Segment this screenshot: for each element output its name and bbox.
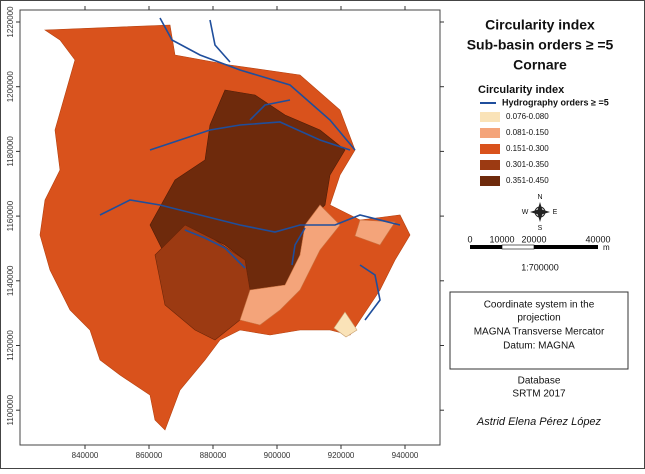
title-line: Circularity index: [485, 17, 595, 33]
axes: 840000 860000 880000 900000 920000 940000 1220…: [6, 6, 444, 460]
river: [249, 99, 291, 121]
legend-class-label: 0.301-0.350: [506, 160, 549, 169]
scale-tick-label: 20000: [521, 234, 546, 244]
x-tick-label: 940000: [392, 451, 419, 460]
basin-class-1: [333, 311, 358, 338]
x-tick-label: 900000: [264, 451, 291, 460]
compass-e: E: [553, 209, 558, 216]
y-tick-label: 1180000: [6, 136, 15, 167]
coordinate-text: MAGNA Transverse Mercator: [474, 327, 605, 338]
database-text: Database: [518, 376, 561, 387]
legend-title: Circularity index: [478, 84, 565, 96]
river: [99, 199, 401, 233]
river: [291, 227, 306, 266]
legend-swatch: [480, 128, 500, 138]
river: [159, 17, 356, 151]
legend-swatch: [480, 144, 500, 154]
x-tick-label: 920000: [328, 451, 355, 460]
legend-class-label: 0.081-0.150: [506, 128, 549, 137]
y-tick-label: 1220000: [6, 6, 15, 38]
legend-swatch: [480, 112, 500, 122]
basin-class-2: [239, 204, 341, 326]
scale-tick-label: 10000: [489, 234, 514, 244]
legend-river-label: Hydrography orders ≥ =5: [502, 97, 609, 107]
coordinate-text: Datum: MAGNA: [503, 341, 575, 352]
compass-w: W: [522, 209, 529, 216]
scale-unit: m: [603, 243, 610, 252]
river: [359, 264, 381, 321]
scale-tick-label: 0: [467, 234, 472, 244]
author: Astrid Elena Pérez López: [476, 416, 602, 428]
scale-tick-label: 40000: [585, 234, 610, 244]
legend-swatch: [480, 176, 500, 186]
compass: N S E W: [522, 194, 558, 232]
scale-bar: 0 10000 20000 40000 m 1:700000: [467, 234, 610, 272]
legend-swatch: [480, 160, 500, 170]
y-tick-label: 1100000: [6, 394, 15, 425]
coordinate-box: [449, 291, 629, 370]
coordinate-text: projection: [517, 313, 560, 324]
legend-classes: 0.076-0.080 0.081-0.150 0.151-0.300 0.301-0…: [480, 112, 549, 186]
database-text: SRTM 2017: [512, 389, 566, 400]
x-tick-label: 860000: [136, 451, 163, 460]
title-line: Sub-basin orders ≥ =5: [467, 37, 614, 53]
compass-s: S: [538, 225, 543, 232]
river: [209, 19, 231, 63]
compass-needle: [530, 209, 550, 215]
scale-ratio: 1:700000: [521, 262, 559, 272]
x-tick-label: 840000: [72, 451, 99, 460]
y-tick-label: 1160000: [6, 200, 15, 231]
title-block: Circularity index Sub-basin orders ≥ =5 …: [467, 17, 614, 73]
map-area: [39, 17, 411, 431]
compass-n: N: [537, 194, 542, 201]
coordinate-text: Coordinate system in the: [484, 300, 595, 311]
scale-segment: [470, 245, 502, 249]
y-tick-label: 1200000: [6, 71, 15, 103]
title-line: Cornare: [513, 57, 567, 73]
legend-class-label: 0.076-0.080: [506, 112, 549, 121]
legend-class-label: 0.351-0.450: [506, 176, 549, 185]
legend-class-label: 0.151-0.300: [506, 144, 549, 153]
river: [184, 229, 246, 269]
y-tick-label: 1140000: [6, 265, 15, 296]
scale-segment: [501, 244, 535, 250]
y-tick-label: 1120000: [6, 330, 15, 361]
river: [149, 121, 351, 151]
x-tick-label: 880000: [200, 451, 227, 460]
scale-segment: [534, 245, 598, 249]
